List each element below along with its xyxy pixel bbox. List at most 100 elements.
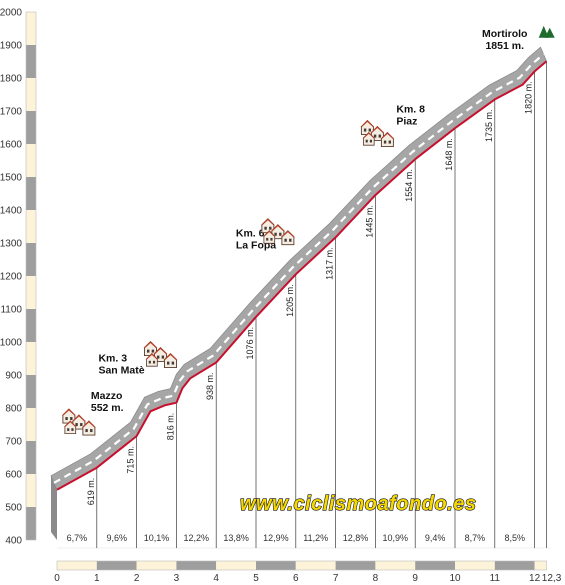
y-axis-band [26, 144, 36, 177]
house-window [85, 429, 88, 433]
place-subtitle: 1851 m. [485, 40, 524, 52]
house [362, 131, 376, 146]
houses-icon [143, 340, 178, 369]
x-axis-band [415, 561, 455, 570]
gradient-label: 6,7% [67, 533, 88, 543]
y-axis-band [26, 210, 36, 243]
house-window [148, 360, 151, 364]
house-window [90, 429, 93, 433]
y-tick-label: 1000 [0, 338, 22, 349]
house-window [378, 134, 381, 138]
y-tick-label: 1600 [0, 140, 22, 151]
house-roof [163, 353, 178, 361]
gradient-label: 12,9% [263, 533, 289, 543]
x-axis-band [494, 561, 535, 570]
y-axis: 400 500 600 700 800 900 1000 1100 1200 1300 1400 15… [0, 8, 37, 547]
y-tick-label: 500 [5, 503, 22, 514]
house-roof [153, 347, 168, 355]
y-tick-label: 1400 [0, 206, 22, 217]
place-subtitle: 552 m. [91, 402, 124, 414]
x-axis-band [216, 561, 256, 570]
gradient-label: 8,5% [504, 533, 525, 543]
altitude-label: 1735 m. [484, 109, 494, 142]
house [145, 353, 159, 367]
house [380, 131, 395, 148]
house-window [171, 361, 175, 365]
y-tick-label: 1900 [0, 41, 22, 52]
x-axis-band [335, 561, 376, 570]
road-start-face [51, 475, 57, 540]
y-axis-band [26, 309, 36, 342]
houses-icon [61, 408, 96, 436]
altitude-label: 1317 m. [325, 247, 335, 280]
y-tick-label: 400 [5, 536, 22, 547]
y-axis-band [26, 243, 36, 276]
profile-area [50, 46, 551, 549]
house [61, 408, 76, 424]
house-roof [260, 218, 275, 226]
house-window [264, 226, 267, 230]
y-tick-label: 1100 [0, 305, 22, 316]
x-axis-band [96, 561, 137, 570]
house-roof [262, 230, 276, 237]
summit-icon [538, 25, 555, 38]
gradient-labels: 6,7% 9,6% 10,1% 12,2% 13,8% 12,9% 11,2% 12,8% 10… [67, 533, 525, 543]
road-centre-line [53, 53, 545, 484]
place-name: Mazzo [91, 390, 123, 402]
altitude-label: 1076 m. [245, 327, 255, 360]
x-axis-band [176, 561, 217, 570]
y-axis-band [26, 276, 36, 309]
summit-peak [544, 27, 555, 38]
gradient-label: 13,8% [223, 533, 249, 543]
y-tick-label: 1300 [0, 239, 22, 250]
house-roof [362, 132, 376, 139]
x-axis-band [57, 561, 97, 570]
house [163, 352, 178, 369]
house-window [373, 134, 377, 138]
y-axis-band [26, 177, 36, 210]
house-window [75, 423, 78, 427]
house-window [284, 238, 287, 242]
x-tick-label: 5 [253, 573, 259, 584]
altitude-label: 816 m. [165, 413, 175, 441]
y-axis-band [26, 507, 36, 540]
x-tick-label: 3 [174, 573, 180, 584]
altitude-label: 1554 m. [404, 169, 414, 202]
house [280, 230, 295, 246]
y-axis-band [26, 441, 36, 474]
houses-icon [260, 218, 295, 246]
place-name: Mortirolo [482, 28, 528, 40]
altitude-label: 1445 m. [364, 205, 374, 238]
house-window [161, 355, 165, 359]
x-tick-label: 12,3 [542, 573, 562, 584]
x-axis-band [534, 561, 547, 570]
house-roof [143, 341, 158, 349]
house-roof [145, 353, 159, 360]
y-axis-band [26, 408, 36, 441]
house-roof [380, 132, 395, 140]
gradient-label: 8,7% [465, 533, 486, 543]
place-subtitle: San Matè [98, 365, 144, 377]
x-axis-band [295, 561, 336, 570]
y-tick-label: 900 [5, 371, 22, 382]
x-axis-ruler-border [56, 560, 547, 571]
gradient-label: 10,1% [144, 533, 170, 543]
house-window [274, 232, 277, 236]
house-window [369, 139, 373, 143]
house-window [80, 423, 83, 427]
x-tick-label: 2 [134, 573, 140, 584]
x-tick-label: 7 [333, 573, 339, 584]
altitude-label: 1205 m. [285, 284, 295, 317]
gradient-label: 9,6% [106, 533, 127, 543]
house-window [70, 417, 73, 421]
x-axis-band [455, 561, 495, 570]
x-tick-label: 8 [373, 573, 379, 584]
house-roof [280, 230, 295, 238]
gradient-label: 12,8% [343, 533, 369, 543]
